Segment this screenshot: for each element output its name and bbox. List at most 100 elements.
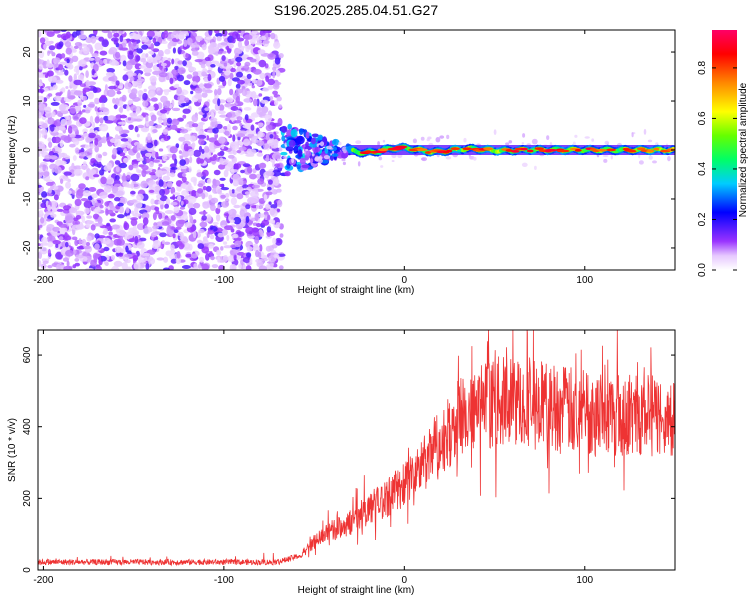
noise-speckle bbox=[232, 173, 241, 182]
noise-speckle bbox=[104, 120, 114, 124]
noise-speckle bbox=[128, 50, 133, 55]
noise-speckle bbox=[234, 240, 242, 248]
noise-speckle bbox=[71, 224, 81, 231]
noise-speckle bbox=[158, 163, 163, 167]
noise-speckle bbox=[128, 164, 134, 171]
noise-speckle bbox=[147, 56, 154, 64]
noise-speckle bbox=[220, 42, 228, 46]
noise-speckle bbox=[90, 143, 94, 150]
noise-speckle bbox=[197, 188, 204, 194]
noise-speckle bbox=[217, 88, 222, 96]
noise-speckle bbox=[258, 59, 267, 68]
noise-speckle bbox=[178, 67, 186, 75]
noise-speckle bbox=[212, 42, 217, 49]
noise-speckle bbox=[220, 194, 226, 199]
snr-x-ticks: -200 -100 0 100 bbox=[33, 330, 594, 586]
faint-speckle bbox=[421, 157, 427, 162]
noise-speckle bbox=[75, 215, 82, 220]
x-tick-label: 100 bbox=[576, 575, 593, 586]
noise-speckle bbox=[204, 56, 211, 62]
noise-speckle bbox=[251, 30, 258, 35]
snr-panel: -200 -100 0 100 0 200 400 600 Height of straig… bbox=[7, 329, 676, 596]
noise-speckle bbox=[66, 58, 70, 64]
noise-speckle bbox=[208, 243, 215, 249]
noise-speckle bbox=[143, 67, 153, 74]
noise-speckle bbox=[38, 184, 42, 188]
transition-blob bbox=[344, 152, 349, 158]
noise-speckle bbox=[104, 185, 112, 193]
noise-speckle bbox=[153, 139, 158, 147]
noise-speckle bbox=[257, 49, 266, 55]
noise-speckle bbox=[99, 123, 109, 132]
carrier-peak bbox=[377, 148, 389, 152]
noise-speckle bbox=[265, 124, 273, 131]
noise-speckle bbox=[150, 175, 158, 180]
noise-speckle bbox=[152, 37, 157, 44]
noise-speckle bbox=[182, 114, 187, 119]
noise-speckle bbox=[172, 233, 176, 239]
noise-speckle bbox=[103, 165, 112, 172]
noise-speckle bbox=[173, 206, 180, 214]
noise-speckle bbox=[169, 172, 176, 178]
noise-speckle bbox=[103, 58, 108, 65]
noise-speckle bbox=[217, 256, 221, 263]
noise-speckle bbox=[217, 232, 225, 238]
noise-speckle bbox=[122, 74, 129, 81]
noise-speckle bbox=[99, 169, 105, 176]
transition-blob bbox=[280, 151, 288, 156]
noise-speckle bbox=[194, 59, 203, 63]
noise-speckle bbox=[106, 89, 116, 97]
noise-speckle bbox=[179, 155, 184, 160]
noise-speckle bbox=[46, 70, 54, 77]
noise-speckle bbox=[44, 154, 52, 160]
noise-speckle bbox=[237, 30, 242, 34]
noise-speckle bbox=[177, 60, 184, 65]
carrier-peak bbox=[416, 148, 428, 152]
noise-speckle bbox=[123, 148, 128, 154]
noise-speckle bbox=[136, 152, 141, 160]
noise-speckle bbox=[101, 30, 110, 34]
noise-speckle bbox=[38, 260, 42, 267]
noise-speckle bbox=[159, 195, 168, 202]
noise-speckle bbox=[88, 169, 97, 175]
faint-speckle bbox=[341, 158, 346, 162]
noise-speckle bbox=[79, 117, 87, 124]
noise-speckle bbox=[277, 199, 283, 208]
transition-blob bbox=[311, 137, 316, 145]
noise-speckle bbox=[161, 155, 168, 160]
faint-speckle bbox=[631, 132, 634, 138]
noise-speckle bbox=[188, 166, 192, 173]
faint-speckle bbox=[574, 134, 578, 138]
noise-speckle bbox=[240, 169, 245, 174]
noise-speckle bbox=[276, 239, 281, 243]
noise-speckle bbox=[173, 84, 179, 88]
noise-speckle bbox=[177, 231, 184, 237]
noise-speckle bbox=[131, 88, 138, 95]
noise-speckle bbox=[134, 125, 139, 133]
noise-speckle bbox=[126, 144, 132, 149]
noise-speckle bbox=[232, 150, 237, 155]
noise-speckle bbox=[63, 265, 73, 270]
noise-speckle bbox=[46, 226, 52, 233]
noise-speckle bbox=[114, 125, 123, 132]
noise-speckle bbox=[202, 169, 209, 177]
colorbar-tick-label: 0.4 bbox=[697, 162, 708, 176]
noise-speckle bbox=[127, 117, 132, 121]
noise-speckle bbox=[216, 35, 222, 42]
noise-speckle bbox=[257, 205, 264, 210]
colorbar-tick-label: 0.8 bbox=[697, 61, 708, 75]
noise-speckle bbox=[117, 214, 125, 219]
noise-speckle bbox=[262, 30, 272, 34]
noise-speckle bbox=[197, 183, 204, 188]
noise-speckle bbox=[38, 58, 42, 66]
noise-speckle bbox=[128, 99, 134, 104]
noise-speckle bbox=[133, 262, 141, 270]
noise-speckle bbox=[78, 59, 87, 67]
noise-speckle bbox=[45, 211, 54, 215]
noise-speckle bbox=[198, 138, 205, 146]
noise-speckle bbox=[161, 240, 165, 245]
noise-speckle bbox=[91, 53, 99, 57]
noise-speckle bbox=[111, 75, 118, 82]
noise-speckle bbox=[258, 198, 266, 204]
noise-speckle bbox=[152, 70, 161, 75]
